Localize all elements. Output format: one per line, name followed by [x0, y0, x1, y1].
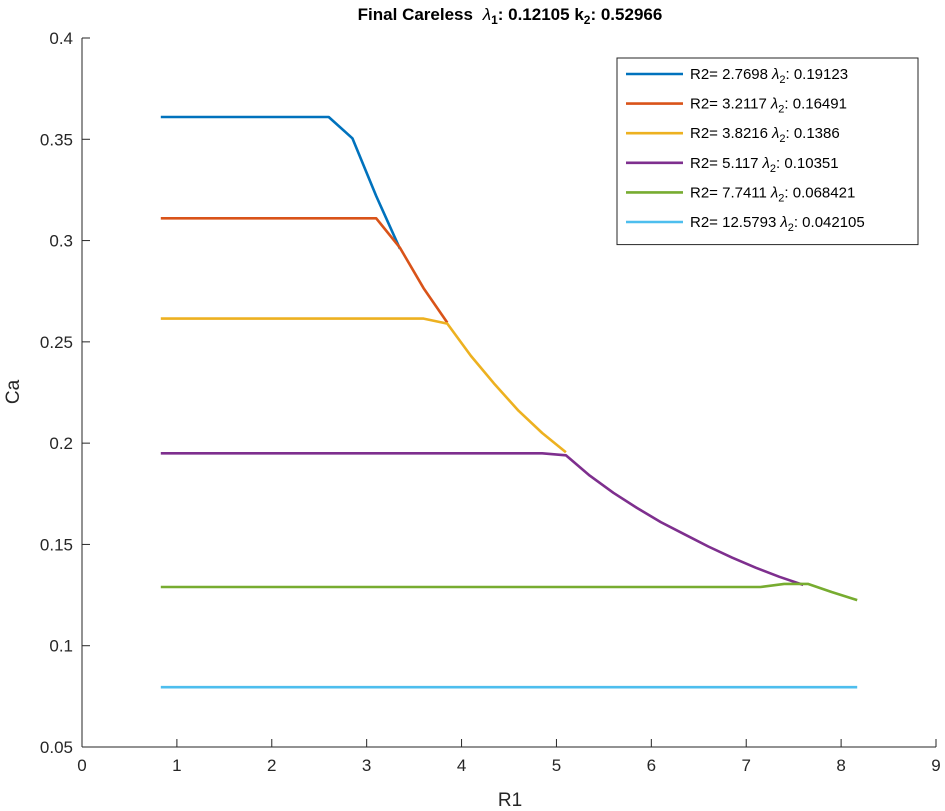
y-tick-label: 0.35 [40, 130, 73, 149]
legend-lambda: λ [762, 155, 770, 172]
y-tick-label: 0.3 [49, 232, 73, 251]
series-line-3 [160, 317, 567, 454]
x-tick-label: 3 [362, 756, 371, 775]
series-line-1 [160, 115, 402, 250]
legend-series-name: R2= 12.5793 [690, 214, 776, 231]
legend-series-name: R2= 7.7411 [690, 184, 767, 201]
y-tick-label: 0.2 [49, 434, 73, 453]
legend-item: R2= 5.117 λ2: 0.10351 [626, 155, 839, 175]
legend-item: R2= 3.2117 λ2: 0.16491 [626, 96, 847, 116]
legend-label: R2= 5.117 λ2: 0.10351 [690, 155, 839, 175]
x-tick-label: 0 [77, 756, 86, 775]
x-tick-label: 9 [931, 756, 940, 775]
chart-title-main: Final Careless [358, 5, 473, 24]
legend-series-name: R2= 3.2117 [690, 96, 767, 113]
y-axis-label: Ca [3, 379, 24, 404]
legend-lambda: λ [771, 66, 779, 83]
title-lambda: λ [482, 5, 491, 24]
legend-lambda-value: : 0.068421 [784, 184, 855, 201]
legend-lambda-value: : 0.1386 [786, 125, 840, 142]
legend-lambda: λ [770, 96, 778, 113]
legend-lambda-sub: 2 [779, 74, 785, 86]
legend-lambda-sub: 2 [778, 104, 784, 116]
y-tick-label: 0.05 [40, 738, 73, 757]
y-tick-label: 0.25 [40, 333, 73, 352]
legend-lambda-value: : 0.042105 [794, 214, 865, 231]
legend-series-name: R2= 2.7698 [690, 66, 768, 83]
legend-label: R2= 3.8216 λ2: 0.1386 [690, 125, 840, 145]
legend-lambda: λ [779, 214, 787, 231]
legend-label: R2= 3.2117 λ2: 0.16491 [690, 96, 847, 116]
legend-lambda-value: : 0.19123 [786, 66, 849, 83]
series-line-4 [160, 451, 804, 587]
legend-label: R2= 7.7411 λ2: 0.068421 [690, 184, 855, 204]
legend-lambda-value: : 0.10351 [776, 155, 839, 172]
y-tick-label: 0.1 [49, 637, 73, 656]
legend-lambda: λ [770, 184, 778, 201]
axes: 0 1 2 3 4 5 6 7 8 9 0.05 0.1 0.15 0.2 0.25 0.3 0.35 0.4 [40, 29, 941, 775]
legend-lambda: λ [771, 125, 779, 142]
y-tick-label: 0.4 [49, 29, 73, 48]
series-line-5 [160, 582, 858, 602]
legend-lambda-sub: 2 [788, 222, 794, 234]
chart-title: Final Careless λ1: 0.12105 k2: 0.52966 [358, 5, 663, 27]
legend-series-name: R2= 3.8216 [690, 125, 768, 142]
x-tick-label: 7 [741, 756, 750, 775]
x-tick-label: 2 [267, 756, 276, 775]
legend-lambda-sub: 2 [779, 133, 785, 145]
series-layer [160, 115, 858, 689]
legend-lambda-value: : 0.16491 [784, 96, 847, 113]
title-lambda-value: : 0.12105 [498, 5, 570, 24]
x-tick-label: 5 [552, 756, 561, 775]
legend-lambda-sub: 2 [770, 163, 776, 175]
legend-label: R2= 12.5793 λ2: 0.042105 [690, 214, 865, 234]
legend-item: R2= 2.7698 λ2: 0.19123 [626, 66, 848, 86]
x-tick-label: 4 [457, 756, 466, 775]
x-axis-label: R1 [498, 790, 522, 811]
legend-box [616, 57, 919, 246]
y-tick-label: 0.15 [40, 535, 73, 554]
legend-series-name: R2= 5.117 [690, 155, 759, 172]
title-lambda-sub: 1 [491, 13, 498, 27]
title-k: k [570, 5, 585, 24]
legend-label: R2= 2.7698 λ2: 0.19123 [690, 66, 848, 86]
title-k-value: : 0.52966 [590, 5, 662, 24]
legend-item: R2= 12.5793 λ2: 0.042105 [626, 214, 865, 234]
x-tick-label: 8 [836, 756, 845, 775]
legend-item: R2= 7.7411 λ2: 0.068421 [626, 184, 855, 204]
legend-lambda-sub: 2 [778, 192, 784, 204]
x-tick-label: 6 [647, 756, 656, 775]
title-k-sub: 2 [584, 13, 591, 27]
x-tick-label: 1 [172, 756, 181, 775]
legend-item: R2= 3.8216 λ2: 0.1386 [626, 125, 840, 145]
series-line-2 [160, 217, 449, 324]
